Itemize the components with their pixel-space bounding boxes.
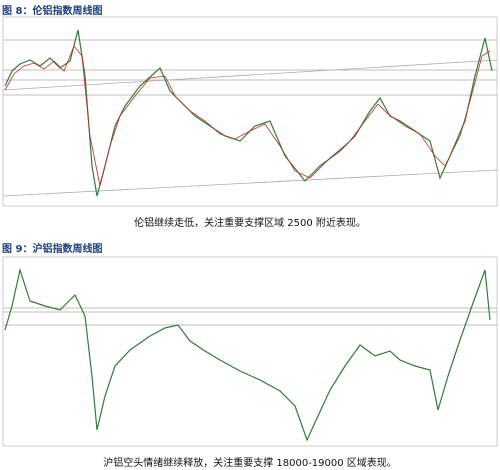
figure-caption: 沪铝空头情绪继续释放，关注重要支撑 18000-19000 区域表现。 [103, 458, 397, 469]
figure-title: 图 8：伦铝指数周线图 [2, 6, 103, 17]
chart-image [2, 16, 498, 207]
figure-title: 图 9：沪铝指数周线图 [2, 244, 103, 255]
figure-caption: 伦铝继续走低，关注重要支撑区域 2500 附近表现。 [134, 218, 366, 229]
chart-image [2, 256, 498, 447]
